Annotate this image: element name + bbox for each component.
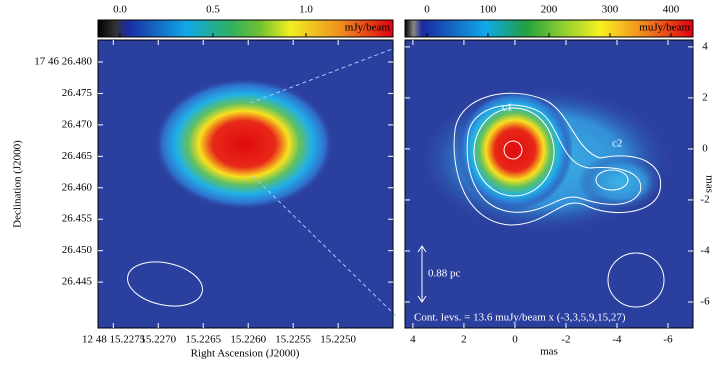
y-tick-label: 4 — [702, 40, 708, 52]
x-tick-label: 15.2265 — [185, 334, 221, 346]
x-tick-label: 0 — [512, 334, 518, 346]
y-tick-label: -4 — [700, 244, 710, 256]
y-tick-label: 26.465 — [62, 150, 93, 162]
y-tick-label: 26.455 — [62, 213, 93, 225]
colorbar-tick-label: 300 — [602, 4, 619, 16]
x-tick-label: 4 — [410, 334, 416, 346]
x-tick-label: 2 — [461, 334, 467, 346]
c2-label: c2 — [612, 138, 622, 150]
c1-label: c1 — [502, 102, 512, 114]
x-tick-label: 15.2260 — [230, 334, 266, 346]
colorbar-tick-label: 0 — [424, 4, 430, 16]
x-axis-label: Right Ascension (J2000) — [191, 348, 300, 360]
c2-emission — [578, 154, 662, 210]
colorbar-tick-label: 100 — [480, 4, 497, 16]
y-tick-label: 0 — [702, 142, 708, 154]
contours — [453, 92, 662, 226]
x-tick-label: -6 — [663, 334, 673, 346]
colorbar-tick-label: 0.0 — [113, 4, 127, 16]
colorbar-tick-label: 200 — [541, 4, 558, 16]
scale-arrow — [417, 245, 427, 303]
x-tick-label: 12 48 15.2275 — [82, 334, 146, 346]
zoom-lines — [249, 47, 399, 319]
colorbar-tick-label: 1.0 — [299, 4, 313, 16]
colorbar — [405, 20, 693, 37]
colorbar-tick-label: 0.5 — [206, 4, 220, 16]
scale-label: 0.88 pc — [428, 268, 461, 280]
y-tick-label: 26.470 — [62, 118, 93, 130]
colorbar — [98, 20, 393, 37]
beam — [127, 261, 203, 307]
y-tick-label: 2 — [702, 91, 708, 103]
x-tick-label: -4 — [612, 334, 622, 346]
beam — [607, 252, 665, 308]
x-axis-label: mas — [540, 346, 558, 358]
y-tick-label: -2 — [700, 193, 709, 205]
contour-note: Cont. levs. = 13.6 muJy/beam x (-3,3,5,9… — [414, 312, 626, 324]
y-axis-label: mas — [703, 175, 715, 193]
x-tick-label: 15.2250 — [320, 334, 356, 346]
frame — [97, 39, 394, 329]
x-tick-label: 15.2255 — [275, 334, 311, 346]
source-emission — [154, 78, 334, 210]
y-tick-label: 26.475 — [62, 87, 93, 99]
frame — [404, 39, 694, 329]
y-tick-label: 26.445 — [62, 276, 93, 288]
y-tick-label: 17 46 26.480 — [34, 56, 92, 68]
y-tick-label: -6 — [700, 296, 710, 308]
colorbar-frame — [97, 19, 394, 38]
colorbar-tick-label: 400 — [663, 4, 680, 16]
x-tick-label: 15.2270 — [140, 334, 176, 346]
y-tick-label: 26.450 — [62, 244, 93, 256]
y-tick-label: 26.460 — [62, 181, 93, 193]
y-axis-label: Declination (J2000) — [12, 140, 24, 228]
colorbar-unit: mJy/beam — [345, 22, 391, 34]
colorbar-unit: muJy/beam — [639, 22, 690, 34]
x-tick-label: -2 — [561, 334, 570, 346]
